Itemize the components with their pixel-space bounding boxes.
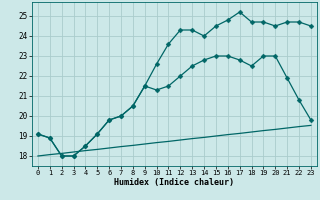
X-axis label: Humidex (Indice chaleur): Humidex (Indice chaleur) [115, 178, 234, 187]
